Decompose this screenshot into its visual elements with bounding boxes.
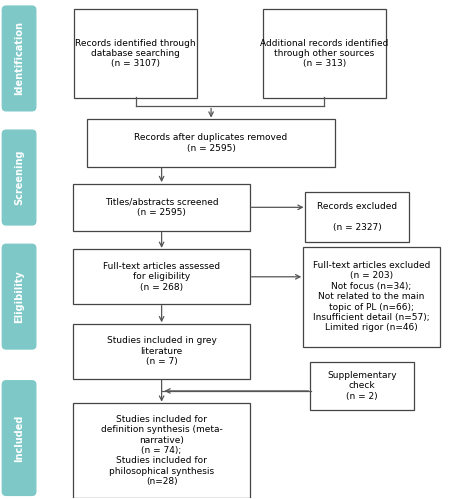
FancyBboxPatch shape [73, 324, 250, 379]
Text: Identification: Identification [14, 21, 24, 95]
FancyBboxPatch shape [2, 245, 36, 349]
Text: Records after duplicates removed
(n = 2595): Records after duplicates removed (n = 25… [135, 133, 288, 153]
Text: Additional records identified
through other sources
(n = 313): Additional records identified through ot… [260, 38, 388, 68]
Text: Titles/abstracts screened
(n = 2595): Titles/abstracts screened (n = 2595) [105, 198, 219, 217]
Text: Supplementary
check
(n = 2): Supplementary check (n = 2) [327, 371, 397, 401]
Text: Included: Included [14, 414, 24, 462]
FancyBboxPatch shape [303, 247, 440, 346]
FancyBboxPatch shape [74, 8, 197, 98]
Text: Records identified through
database searching
(n = 3107): Records identified through database sear… [75, 38, 196, 68]
FancyBboxPatch shape [2, 381, 36, 496]
Text: Studies included in grey
literature
(n = 7): Studies included in grey literature (n =… [107, 336, 217, 366]
Text: Screening: Screening [14, 150, 24, 205]
Text: Eligibility: Eligibility [14, 270, 24, 323]
FancyBboxPatch shape [310, 362, 414, 410]
FancyBboxPatch shape [2, 130, 36, 225]
FancyBboxPatch shape [87, 119, 335, 167]
Text: Records excluded

(n = 2327): Records excluded (n = 2327) [317, 203, 397, 232]
FancyBboxPatch shape [263, 8, 386, 98]
FancyBboxPatch shape [305, 192, 409, 243]
FancyBboxPatch shape [73, 403, 250, 498]
Text: Full-text articles assessed
for eligibility
(n = 268): Full-text articles assessed for eligibil… [103, 262, 220, 292]
FancyBboxPatch shape [73, 250, 250, 304]
Text: Full-text articles excluded
(n = 203)
Not focus (n=34);
Not related to the main
: Full-text articles excluded (n = 203) No… [313, 261, 430, 332]
FancyBboxPatch shape [73, 184, 250, 231]
FancyBboxPatch shape [2, 6, 36, 111]
Text: Studies included for
definition synthesis (meta-
narrative)
(n = 74);
Studies in: Studies included for definition synthesi… [101, 415, 222, 486]
